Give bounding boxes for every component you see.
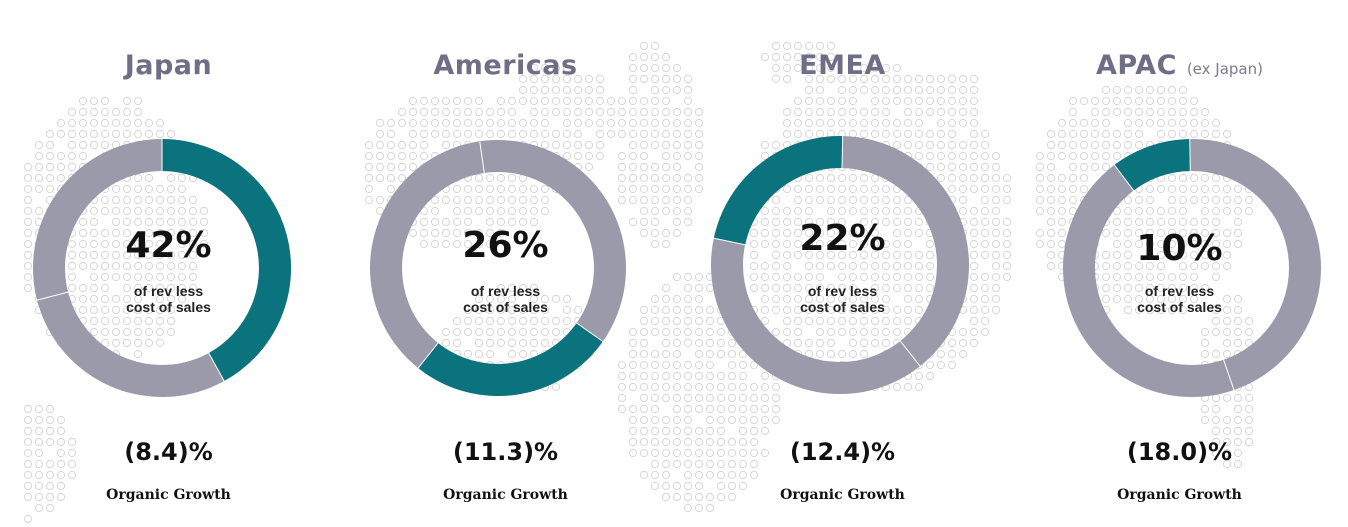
share-label-line1: of rev less (133, 283, 204, 299)
organic-growth-value: (8.4)% (124, 438, 213, 466)
share-donut (33, 138, 291, 397)
share-label-line2: cost of sales (463, 299, 548, 315)
organic-growth-value: (11.3)% (452, 438, 559, 466)
donut-segment-divider (479, 140, 485, 175)
region-name: APAC (1096, 50, 1177, 81)
share-label-line1: of rev less (1144, 283, 1215, 299)
share-label-line1: of rev less (807, 283, 878, 299)
region-name: EMEA (799, 50, 886, 81)
organic-growth-label: Organic Growth (106, 487, 231, 503)
region-title: EMEA (674, 50, 1011, 81)
share-value: 10% (1136, 228, 1223, 269)
region-japan: Japan 42% of rev less cost of sales (8.4… (0, 0, 337, 527)
share-value: 26% (462, 225, 549, 266)
share-label-line1: of rev less (470, 283, 541, 299)
donut-segment-divider (575, 322, 604, 343)
donut-segment-divider (1113, 163, 1135, 192)
donut-share-segment (1114, 139, 1191, 191)
donut-segment-divider (841, 135, 844, 170)
donut-segment-divider (899, 339, 922, 368)
region-name: Japan (124, 50, 213, 81)
donut-remainder-segment (1063, 139, 1321, 397)
donut-segment-divider (207, 351, 226, 383)
donut-segment-divider (1222, 358, 1235, 392)
organic-growth-label: Organic Growth (780, 487, 905, 503)
share-value: 42% (125, 225, 212, 266)
region-subtitle: (ex Japan) (1186, 60, 1263, 78)
organic-growth-label: Organic Growth (1117, 487, 1242, 503)
region-title: Japan (0, 50, 337, 81)
share-label-line2: cost of sales (1137, 299, 1222, 315)
share-donut (1063, 138, 1321, 397)
donut-segment-divider (417, 341, 440, 370)
donut-segment-divider (35, 291, 70, 301)
region-title: Americas (337, 50, 674, 81)
donut-segment-divider (712, 237, 747, 246)
region-americas: Americas 26% of rev less cost of sales (… (337, 0, 674, 527)
share-donut (370, 140, 626, 396)
share-value: 22% (799, 218, 886, 259)
region-title: APAC (ex Japan) (1011, 50, 1348, 81)
share-label-line2: cost of sales (800, 299, 885, 315)
organic-growth-value: (12.4)% (789, 438, 896, 466)
organic-growth-value: (18.0)% (1126, 438, 1233, 466)
share-donut (711, 135, 969, 394)
donut-share-segment (418, 322, 603, 396)
organic-growth-label: Organic Growth (443, 487, 568, 503)
region-emea: EMEA 22% of rev less cost of sales (12.4… (674, 0, 1011, 527)
donut-share-segment (161, 139, 291, 382)
region-apac: APAC (ex Japan) 10% of rev less cost of … (1011, 0, 1348, 527)
donut-segment-divider (1189, 138, 1191, 173)
region-name: Americas (433, 50, 578, 81)
share-label-line2: cost of sales (126, 299, 211, 315)
donut-share-segment (713, 136, 843, 246)
